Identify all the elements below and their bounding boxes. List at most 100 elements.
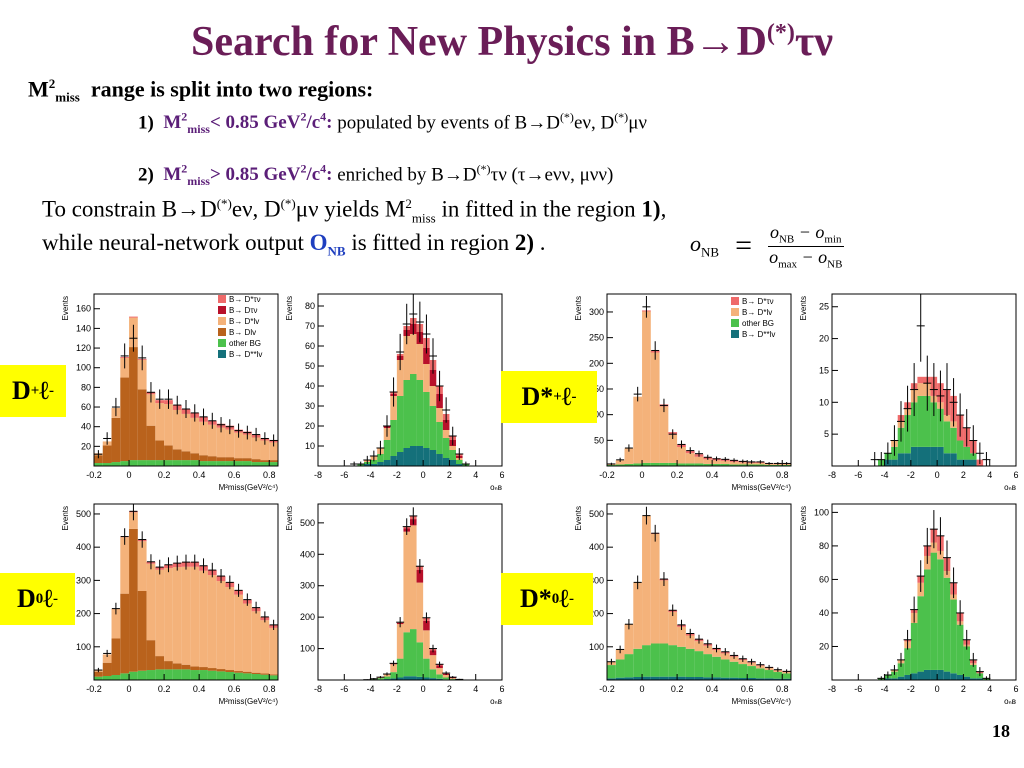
bar-segment xyxy=(956,624,964,675)
plot-panel-6: -8 -6 -4 -2 0 2 4 6 100 200 300 400 500 oₙʙ Events xyxy=(285,503,505,706)
plot-frame xyxy=(93,503,279,681)
bar-segment xyxy=(456,460,463,464)
x-axis-label: M²miss(GeV²/c⁴) xyxy=(732,697,792,706)
bar-segment xyxy=(416,582,424,643)
bar-segment xyxy=(102,676,112,680)
bar-segment xyxy=(917,446,924,466)
bar-segment xyxy=(917,596,924,672)
bar-segment xyxy=(234,461,243,466)
bar-segment xyxy=(155,440,165,461)
legend-label: other BG xyxy=(229,339,261,348)
bar-segment xyxy=(199,421,208,456)
bar-segment xyxy=(442,438,450,458)
bar-segment xyxy=(694,456,704,464)
bar-segment xyxy=(146,425,156,461)
y-tick-label: 500 xyxy=(300,518,315,528)
bar-segment xyxy=(403,531,410,633)
x-tick-label: 6 xyxy=(499,470,504,480)
bar-segment xyxy=(624,463,634,466)
bar-segment xyxy=(720,463,730,466)
legend-dstarplus: B→ D*τν B→ D*lv other BG B→ D**lv xyxy=(731,297,775,339)
bar-segment xyxy=(416,642,424,677)
bar-segment xyxy=(897,676,905,680)
bar-segment xyxy=(396,396,404,452)
bar-segment xyxy=(102,463,112,466)
bar-segment xyxy=(884,678,892,680)
bar-segment xyxy=(668,645,678,677)
bar-segment xyxy=(181,460,191,466)
constraint-line-1: To constrain B→D(*)eν, D(*)μν yields M2m… xyxy=(42,196,667,226)
plot-frame xyxy=(606,293,792,467)
bar-segment xyxy=(129,671,138,680)
bar-segment xyxy=(269,462,278,466)
bar-segment xyxy=(650,643,660,677)
y-tick-label: 15 xyxy=(819,365,829,375)
x-tick-label: -2 xyxy=(907,470,915,480)
bar-segment xyxy=(172,409,182,450)
bar-segment xyxy=(924,669,931,680)
bar-segment xyxy=(251,674,261,680)
legend-label: B→ Dτν xyxy=(229,306,258,315)
bar-segment xyxy=(773,672,783,679)
bar-segment xyxy=(624,654,634,678)
bar-segment xyxy=(937,550,944,560)
bar-segment xyxy=(738,664,748,679)
legend-label: B→ D*τν xyxy=(229,295,261,304)
bar-segment xyxy=(102,445,112,464)
bar-segment xyxy=(416,676,424,680)
bar-segment xyxy=(129,460,138,466)
bar-segment xyxy=(685,648,695,678)
x-tick-label: 2 xyxy=(961,470,966,480)
bar-segment xyxy=(449,446,456,450)
bar-segment xyxy=(251,459,261,463)
x-tick-label: -2 xyxy=(907,684,915,694)
bar-segment xyxy=(615,464,625,466)
bar-segment xyxy=(950,599,957,674)
bar-segment xyxy=(659,676,669,680)
bar-segment xyxy=(624,448,634,464)
bar-segment xyxy=(377,454,384,462)
bar-segment xyxy=(172,460,182,466)
bar-segment xyxy=(137,359,147,390)
bar-segment xyxy=(410,525,417,630)
bar-segment xyxy=(390,420,397,456)
x-tick-label: 0.2 xyxy=(158,684,171,694)
bar-segment xyxy=(155,669,165,680)
bar-segment xyxy=(924,446,931,466)
y-tick-label: 400 xyxy=(300,549,315,559)
bar-segment xyxy=(216,581,226,670)
y-tick-label: 200 xyxy=(76,609,91,619)
bar-segment xyxy=(685,677,695,680)
y-tick-label: 80 xyxy=(305,301,315,311)
bar-segment xyxy=(904,453,911,466)
bar-segment xyxy=(423,448,430,466)
bar-segment xyxy=(260,620,270,674)
bar-segment xyxy=(120,377,130,462)
bar-segment xyxy=(755,668,765,679)
bar-segment xyxy=(607,678,616,680)
bar-segment xyxy=(260,460,270,463)
legend-swatch xyxy=(218,295,226,303)
bar-segment xyxy=(755,678,765,680)
bar-segment xyxy=(370,464,378,466)
bar-segment xyxy=(207,670,217,680)
y-tick-label: 70 xyxy=(305,321,315,331)
bar-segment xyxy=(943,671,951,680)
y-axis-label: Events xyxy=(61,296,70,320)
bar-segment xyxy=(436,422,443,454)
x-tick-label: 0.8 xyxy=(776,684,789,694)
x-tick-label: -0.2 xyxy=(599,470,615,480)
x-tick-label: 0.2 xyxy=(671,470,684,480)
bar-segment xyxy=(251,611,261,673)
bar-segment xyxy=(234,432,243,459)
bar-segment xyxy=(269,460,278,463)
y-tick-label: 160 xyxy=(76,304,91,314)
bar-segment xyxy=(747,464,756,466)
bar-segment xyxy=(111,417,121,463)
bar-segment xyxy=(738,464,748,466)
y-tick-label: 20 xyxy=(305,421,315,431)
bar-segment xyxy=(146,640,156,671)
y-tick-label: 140 xyxy=(76,323,91,333)
bar-segment xyxy=(729,464,739,466)
